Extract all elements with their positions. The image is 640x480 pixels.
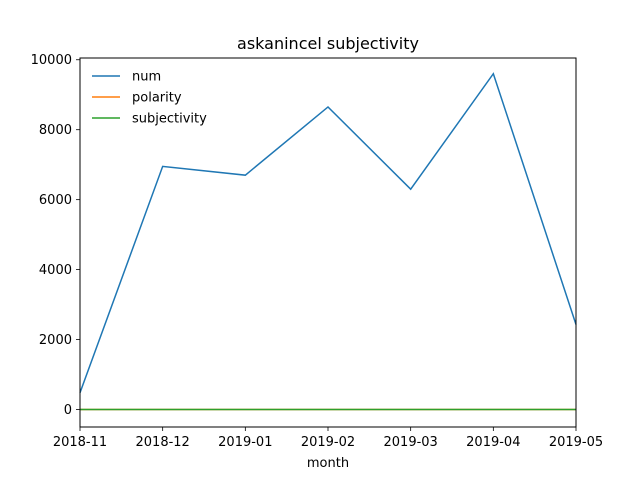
y-tick-label: 8000: [39, 123, 72, 138]
x-tick-label: 2018-12: [136, 435, 190, 450]
plot-lines: [79, 72, 577, 411]
x-tick-label: 2019-03: [384, 435, 438, 450]
legend: num polarity subjectivity: [92, 70, 207, 127]
legend-label-polarity: polarity: [132, 91, 182, 106]
x-tick-label: 2019-05: [549, 435, 603, 450]
x-tick-label: 2019-04: [466, 435, 520, 450]
x-tick-label: 2019-02: [301, 435, 355, 450]
y-tick-label: 0: [64, 403, 72, 418]
y-tick-label: 4000: [39, 263, 72, 278]
x-tick-label: 2018-11: [53, 435, 107, 450]
x-axis: 2018-11 2018-12 2019-01 2019-02 2019-03 2019-…: [53, 427, 603, 450]
y-tick-label: 2000: [39, 333, 72, 348]
y-axis: 0 2000 4000 6000 8000 10000: [31, 53, 80, 418]
series-line-num: [79, 72, 577, 393]
x-axis-label: month: [307, 456, 349, 471]
legend-label-num: num: [132, 70, 161, 85]
y-tick-label: 10000: [31, 53, 72, 68]
y-tick-label: 6000: [39, 193, 72, 208]
x-tick-label: 2019-01: [218, 435, 272, 450]
chart-title: askanincel subjectivity: [237, 34, 419, 53]
legend-label-subjectivity: subjectivity: [132, 112, 207, 127]
